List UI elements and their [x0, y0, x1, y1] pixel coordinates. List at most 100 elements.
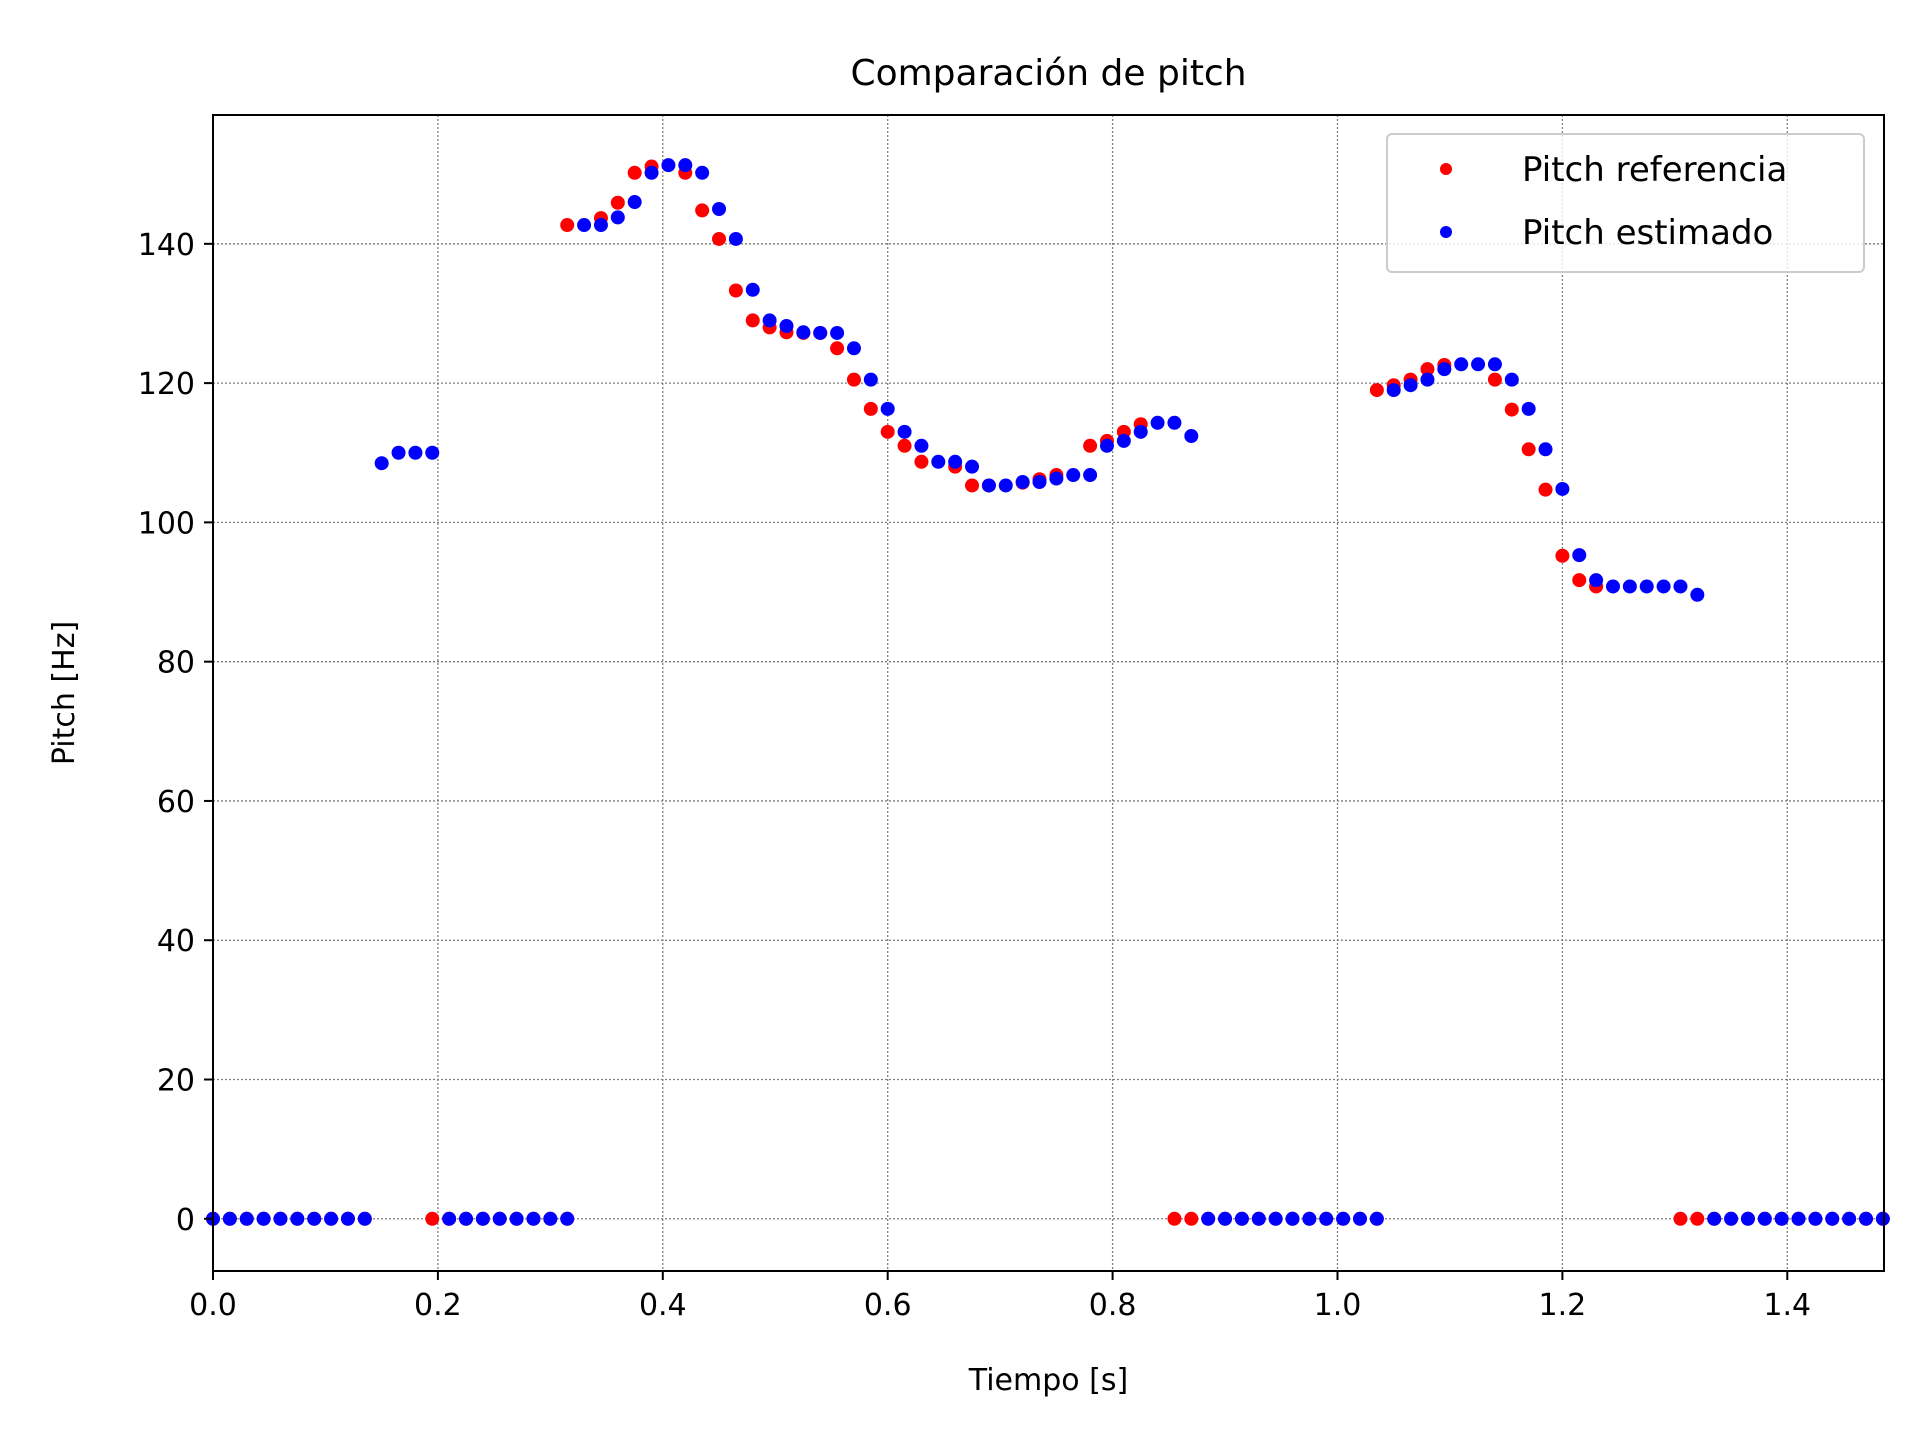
- x-axis-label: Tiempo [s]: [968, 1363, 1128, 1398]
- data-point: [981, 478, 996, 493]
- data-point: [1538, 482, 1553, 497]
- data-point: [1218, 1211, 1233, 1226]
- data-point: [627, 195, 642, 210]
- chart-title: Comparación de pitch: [850, 53, 1246, 94]
- data-point: [1319, 1211, 1334, 1226]
- x-tick-label: 1.4: [1763, 1288, 1811, 1323]
- data-point: [1808, 1211, 1823, 1226]
- x-tick-label: 0.2: [414, 1288, 462, 1323]
- data-point: [1487, 357, 1502, 372]
- x-tick-label: 0.0: [189, 1288, 237, 1323]
- y-tick-label: 120: [138, 367, 195, 402]
- data-point: [1234, 1211, 1249, 1226]
- data-point: [1201, 1211, 1216, 1226]
- data-point: [1369, 383, 1384, 398]
- data-point: [543, 1211, 558, 1226]
- data-point: [1133, 424, 1148, 439]
- data-point: [475, 1211, 490, 1226]
- legend-label-estimated: Pitch estimado: [1522, 213, 1773, 253]
- data-point: [948, 454, 963, 469]
- data-point: [1555, 548, 1570, 563]
- x-tick-label: 0.4: [639, 1288, 687, 1323]
- data-point: [931, 454, 946, 469]
- data-point: [1268, 1211, 1283, 1226]
- data-point: [1116, 433, 1131, 448]
- data-point: [492, 1211, 507, 1226]
- data-point: [1656, 579, 1671, 594]
- x-tick-label: 1.0: [1314, 1288, 1362, 1323]
- data-point: [1099, 438, 1114, 453]
- data-point: [678, 158, 693, 173]
- data-point: [1757, 1211, 1772, 1226]
- data-point: [1673, 1211, 1688, 1226]
- data-point: [1875, 1211, 1890, 1226]
- data-point: [1572, 548, 1587, 563]
- data-point: [1555, 481, 1570, 496]
- data-point: [1842, 1211, 1857, 1226]
- data-point: [1791, 1211, 1806, 1226]
- data-point: [796, 325, 811, 340]
- data-point: [914, 454, 929, 469]
- data-point: [762, 313, 777, 328]
- data-point: [779, 319, 794, 334]
- data-point: [1471, 357, 1486, 372]
- data-point: [1605, 579, 1620, 594]
- data-point: [526, 1211, 541, 1226]
- data-point: [1336, 1211, 1351, 1226]
- data-point: [998, 478, 1013, 493]
- data-point: [695, 165, 710, 180]
- data-point: [374, 456, 389, 471]
- data-point: [1589, 573, 1604, 588]
- data-point: [1285, 1211, 1300, 1226]
- data-point: [425, 445, 440, 460]
- data-point: [813, 325, 828, 340]
- data-point: [880, 401, 895, 416]
- data-point: [256, 1211, 271, 1226]
- data-point: [897, 438, 912, 453]
- data-point: [863, 372, 878, 387]
- legend-box: [1386, 133, 1865, 273]
- data-point: [425, 1211, 440, 1226]
- data-points: [206, 158, 1890, 1226]
- legend: Pitch referencia Pitch estimado: [1386, 133, 1865, 273]
- data-point: [408, 445, 423, 460]
- data-point: [1420, 372, 1435, 387]
- x-tick-label: 1.2: [1539, 1288, 1587, 1323]
- x-tick-label: 0.8: [1089, 1288, 1137, 1323]
- data-point: [1673, 579, 1688, 594]
- data-point: [863, 401, 878, 416]
- data-point: [1521, 442, 1536, 457]
- data-point: [1184, 1211, 1199, 1226]
- data-point: [560, 218, 575, 233]
- data-point: [830, 341, 845, 356]
- data-point: [1302, 1211, 1317, 1226]
- axis-ticks: 0.0 0.2 0.4 0.6 0.8 1.0 1.2 1.4 0 20 40 60 80 100 120 1…: [138, 228, 1811, 1323]
- grid-lines: [212, 115, 1884, 1271]
- data-point: [695, 203, 710, 218]
- data-point: [644, 165, 659, 180]
- data-point: [1066, 468, 1081, 483]
- data-point: [610, 210, 625, 225]
- data-point: [846, 341, 861, 356]
- data-point: [1639, 579, 1654, 594]
- data-point: [307, 1211, 322, 1226]
- y-tick-label: 140: [138, 228, 195, 263]
- plot-frame: [212, 114, 1885, 1272]
- series-reference: [206, 159, 1890, 1226]
- data-point: [560, 1211, 575, 1226]
- data-point: [1504, 402, 1519, 417]
- data-point: [728, 231, 743, 246]
- data-point: [1825, 1211, 1840, 1226]
- data-point: [1521, 401, 1536, 416]
- data-point: [1352, 1211, 1367, 1226]
- data-point: [577, 218, 592, 233]
- data-point: [324, 1211, 339, 1226]
- data-point: [1420, 362, 1435, 377]
- data-point: [1403, 378, 1418, 393]
- x-tick-label: 0.6: [864, 1288, 912, 1323]
- data-point: [880, 424, 895, 439]
- data-point: [1504, 372, 1519, 387]
- data-point: [509, 1211, 524, 1226]
- data-point: [1740, 1211, 1755, 1226]
